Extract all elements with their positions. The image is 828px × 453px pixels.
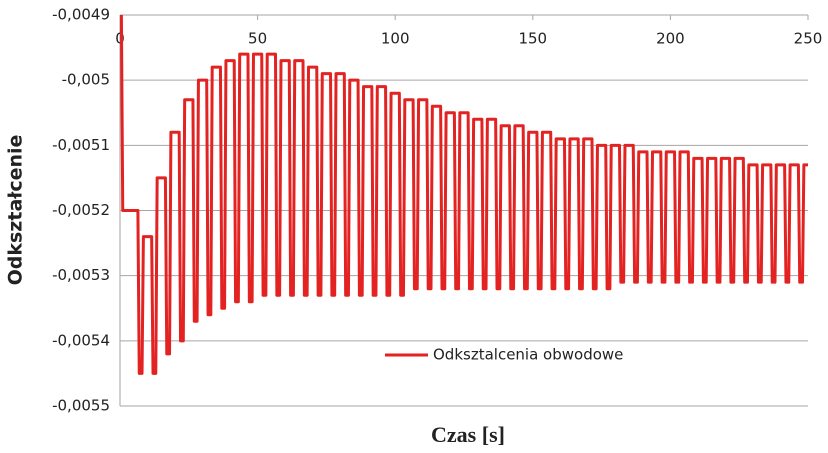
x-tick-label: 0	[115, 30, 125, 48]
x-tick-label: 200	[656, 30, 685, 48]
y-axis-title: Odkształcenie	[5, 135, 27, 286]
x-axis-title: Czas [s]	[431, 422, 505, 447]
plot-area	[120, 14, 808, 375]
y-tick-label: -0,005	[62, 71, 110, 89]
legend-label: Odksztalcenia obwodowe	[433, 346, 623, 364]
y-tick-label: -0,0051	[52, 136, 110, 154]
data-line	[120, 14, 808, 375]
y-tick-label: -0,0054	[52, 331, 110, 349]
y-tick-label: -0,0055	[52, 397, 110, 415]
x-tick-label: 150	[518, 30, 547, 48]
x-tick-label: 50	[248, 30, 267, 48]
y-tick-label: -0,0053	[52, 266, 110, 284]
y-tick-label: -0,0052	[52, 201, 110, 219]
x-tick-label: 100	[381, 30, 410, 48]
x-tick-label: 250	[794, 30, 823, 48]
y-tick-label: -0,0049	[52, 6, 110, 24]
